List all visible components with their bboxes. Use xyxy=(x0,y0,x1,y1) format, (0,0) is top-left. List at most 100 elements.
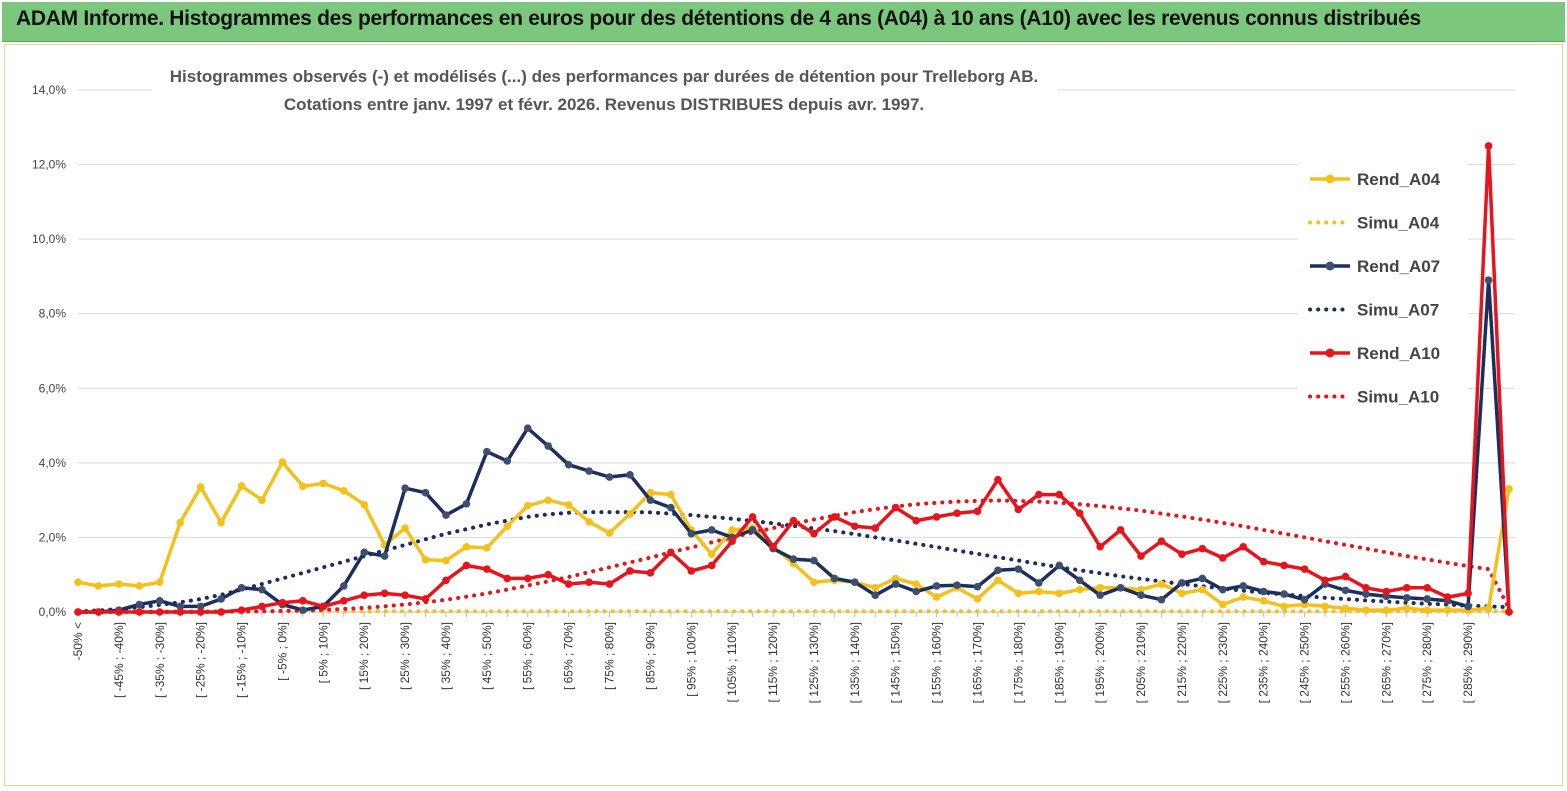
x-tick-label: [ 55% ; 60%] xyxy=(521,622,535,690)
legend-entry-simu-a07: Simu_A07 xyxy=(1308,301,1439,320)
data-point xyxy=(442,556,450,565)
data-point xyxy=(687,567,696,575)
data-point xyxy=(994,566,1002,575)
data-point xyxy=(1443,606,1452,614)
data-point xyxy=(462,561,471,570)
data-point xyxy=(217,608,225,616)
data-point xyxy=(523,501,532,510)
data-point xyxy=(115,608,123,616)
chart-frame xyxy=(4,44,1563,786)
data-point xyxy=(380,552,389,560)
data-point xyxy=(1505,485,1513,493)
data-point xyxy=(912,587,920,596)
data-point xyxy=(1219,554,1227,562)
x-tick-label: [ 25% ; 30%] xyxy=(398,622,412,690)
data-point xyxy=(421,488,430,497)
data-point xyxy=(1137,552,1145,560)
data-point xyxy=(339,597,348,605)
y-tick-label: 6,0% xyxy=(39,381,67,395)
data-point xyxy=(237,606,246,614)
data-point xyxy=(1402,583,1411,592)
report-banner-title: ADAM Informe. Histogrammes des performan… xyxy=(16,7,1421,30)
x-tick-label: [ 285% ; 290%] xyxy=(1461,622,1475,703)
data-point xyxy=(1280,590,1288,598)
legend-entry-rend-a07: Rend_A07 xyxy=(1310,257,1440,276)
data-point xyxy=(483,447,491,456)
data-point xyxy=(462,500,471,508)
legend-entry-rend-a04: Rend_A04 xyxy=(1310,170,1441,189)
y-tick-label: 2,0% xyxy=(39,530,67,544)
data-point xyxy=(1321,576,1329,585)
y-tick-label: 14,0% xyxy=(32,83,66,97)
y-tick-label: 10,0% xyxy=(32,232,66,246)
legend-marker xyxy=(1325,174,1335,184)
legend: Rend_A04 Simu_A04 Rend_A07 Simu_A07 Rend_A10… xyxy=(1298,150,1468,425)
x-tick-label: [ 185% ; 190%] xyxy=(1052,622,1066,703)
data-point xyxy=(1362,606,1370,614)
data-point xyxy=(891,503,900,512)
data-point xyxy=(421,556,430,564)
legend-label: Rend_A10 xyxy=(1357,344,1440,363)
data-point xyxy=(1382,606,1391,614)
y-tick-label: 0,0% xyxy=(39,605,67,619)
data-point xyxy=(74,608,82,616)
data-point xyxy=(789,555,798,563)
data-point xyxy=(503,522,512,531)
data-point xyxy=(1096,591,1104,600)
data-point xyxy=(135,608,144,616)
data-point xyxy=(626,470,634,479)
data-point xyxy=(462,542,471,551)
x-tick-label: [ 75% ; 80%] xyxy=(603,622,617,690)
legend-label: Simu_A10 xyxy=(1357,388,1439,407)
x-tick-label: [ 85% ; 90%] xyxy=(643,622,657,690)
data-point xyxy=(442,576,450,585)
data-point xyxy=(115,580,123,588)
data-point xyxy=(1402,604,1411,613)
data-point xyxy=(1178,550,1186,559)
data-point xyxy=(707,561,716,570)
chart-title-line1: Histogrammes observés (-) et modélisés (… xyxy=(170,67,1038,86)
x-tick-label: [ 175% ; 180%] xyxy=(1011,622,1025,703)
x-axis-ticks: -50% < [ -45% ; -40%] [ -35% ; -30%] [ -25%… xyxy=(71,612,1510,703)
legend-marker xyxy=(1325,261,1335,271)
data-point xyxy=(585,467,593,475)
data-point xyxy=(94,582,103,590)
data-point xyxy=(891,574,900,583)
data-point xyxy=(503,457,512,465)
data-point xyxy=(94,608,103,616)
series-simu-a10 xyxy=(76,498,1511,614)
x-tick-label: [ -25% ; -20%] xyxy=(194,622,208,698)
legend-entry-simu-a10: Simu_A10 xyxy=(1308,388,1439,407)
data-point xyxy=(360,548,369,557)
data-point xyxy=(401,484,409,493)
data-point xyxy=(135,600,144,609)
series-layer xyxy=(74,142,1513,616)
data-point xyxy=(973,582,982,591)
data-point xyxy=(994,576,1002,585)
data-point xyxy=(1300,565,1309,573)
data-point xyxy=(810,556,818,565)
data-point xyxy=(932,593,941,601)
data-point xyxy=(973,507,982,516)
y-tick-label: 4,0% xyxy=(39,456,67,470)
y-axis-ticks: 0,0% 2,0% 4,0% 6,0% 8,0% 10,0% 12,0% 14,0% xyxy=(32,83,66,619)
data-point xyxy=(1484,604,1493,613)
data-point xyxy=(1239,582,1248,590)
y-tick-label: 8,0% xyxy=(39,307,67,321)
x-tick-label: [ 245% ; 250%] xyxy=(1298,622,1312,703)
data-point xyxy=(646,488,655,497)
data-point xyxy=(319,479,328,488)
data-point xyxy=(707,550,716,559)
data-point xyxy=(1239,593,1248,601)
data-point xyxy=(912,516,920,525)
data-point xyxy=(1484,276,1493,284)
data-point xyxy=(1280,602,1288,611)
data-point xyxy=(155,597,164,605)
data-point xyxy=(1423,583,1432,592)
data-point xyxy=(687,529,696,538)
data-point xyxy=(1178,589,1186,598)
data-point xyxy=(1341,604,1350,613)
data-point xyxy=(523,424,532,432)
data-point xyxy=(278,458,287,466)
series-line xyxy=(76,498,1511,614)
